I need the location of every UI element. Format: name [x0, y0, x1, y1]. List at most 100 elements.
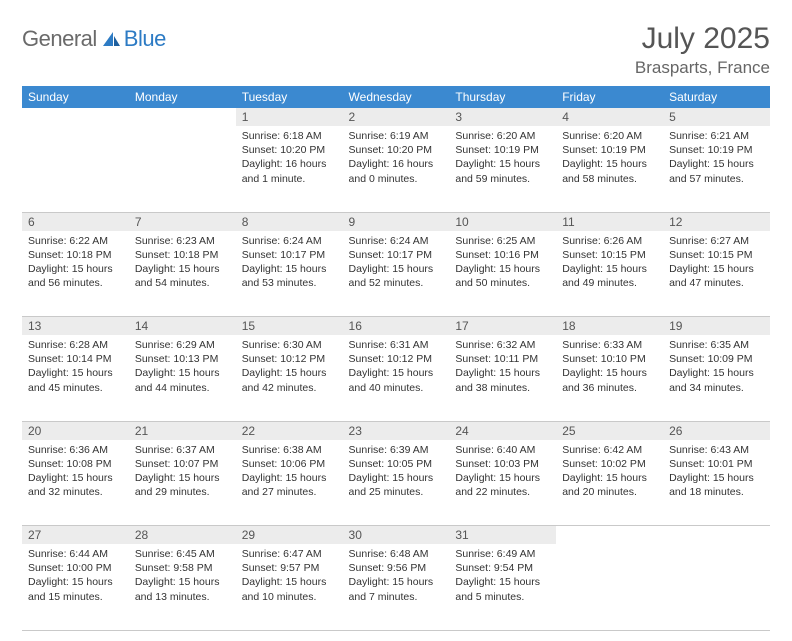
day-details: Sunrise: 6:24 AMSunset: 10:17 PMDaylight…: [236, 231, 343, 295]
day-daylight: Daylight: 15 hours and 59 minutes.: [455, 157, 550, 185]
day-daylight: Daylight: 15 hours and 52 minutes.: [349, 262, 444, 290]
day-details: Sunrise: 6:19 AMSunset: 10:20 PMDaylight…: [343, 126, 450, 190]
day-number-cell: 1: [236, 108, 343, 126]
day-daylight: Daylight: 15 hours and 42 minutes.: [242, 366, 337, 394]
day-sunset: Sunset: 9:56 PM: [349, 561, 444, 575]
day-number: 6: [22, 213, 129, 231]
day-details: Sunrise: 6:27 AMSunset: 10:15 PMDaylight…: [663, 231, 770, 295]
day-sunset: Sunset: 10:17 PM: [242, 248, 337, 262]
brand-logo: General Blue: [22, 26, 166, 52]
day-number-cell: 6: [22, 212, 129, 231]
day-sunrise: Sunrise: 6:48 AM: [349, 547, 444, 561]
day-number: 30: [343, 526, 450, 544]
day-sunset: Sunset: 9:58 PM: [135, 561, 230, 575]
day-sunrise: Sunrise: 6:49 AM: [455, 547, 550, 561]
day-body-cell: Sunrise: 6:27 AMSunset: 10:15 PMDaylight…: [663, 231, 770, 317]
day-sunrise: Sunrise: 6:22 AM: [28, 234, 123, 248]
day-sunset: Sunset: 10:01 PM: [669, 457, 764, 471]
day-body-cell: Sunrise: 6:45 AMSunset: 9:58 PMDaylight:…: [129, 544, 236, 630]
day-sunset: Sunset: 10:12 PM: [242, 352, 337, 366]
day-body-cell: [22, 126, 129, 212]
day-sunset: Sunset: 10:20 PM: [349, 143, 444, 157]
day-daylight: Daylight: 15 hours and 56 minutes.: [28, 262, 123, 290]
day-number: 25: [556, 422, 663, 440]
day-sunset: Sunset: 10:15 PM: [669, 248, 764, 262]
day-details: Sunrise: 6:20 AMSunset: 10:19 PMDaylight…: [556, 126, 663, 190]
day-daylight: Daylight: 15 hours and 7 minutes.: [349, 575, 444, 603]
day-body-cell: Sunrise: 6:43 AMSunset: 10:01 PMDaylight…: [663, 440, 770, 526]
day-sunset: Sunset: 10:18 PM: [28, 248, 123, 262]
day-sunset: Sunset: 10:10 PM: [562, 352, 657, 366]
day-number-cell: 12: [663, 212, 770, 231]
calendar-body: 12345Sunrise: 6:18 AMSunset: 10:20 PMDay…: [22, 108, 770, 630]
day-sunset: Sunset: 10:09 PM: [669, 352, 764, 366]
day-number-cell: [663, 526, 770, 545]
day-sunset: Sunset: 10:19 PM: [669, 143, 764, 157]
day-daylight: Daylight: 15 hours and 15 minutes.: [28, 575, 123, 603]
day-details: Sunrise: 6:21 AMSunset: 10:19 PMDaylight…: [663, 126, 770, 190]
day-daylight: Daylight: 15 hours and 10 minutes.: [242, 575, 337, 603]
day-number-cell: 25: [556, 421, 663, 440]
day-sunrise: Sunrise: 6:42 AM: [562, 443, 657, 457]
day-number: 26: [663, 422, 770, 440]
day-number: 17: [449, 317, 556, 335]
day-number-cell: 30: [343, 526, 450, 545]
day-header: Sunday: [22, 86, 129, 108]
day-sunset: Sunset: 10:05 PM: [349, 457, 444, 471]
day-sunrise: Sunrise: 6:21 AM: [669, 129, 764, 143]
day-number: 18: [556, 317, 663, 335]
day-body-cell: [663, 544, 770, 630]
day-sunset: Sunset: 10:02 PM: [562, 457, 657, 471]
day-daylight: Daylight: 16 hours and 1 minute.: [242, 157, 337, 185]
day-number: 4: [556, 108, 663, 126]
day-sunrise: Sunrise: 6:33 AM: [562, 338, 657, 352]
day-body-cell: Sunrise: 6:48 AMSunset: 9:56 PMDaylight:…: [343, 544, 450, 630]
day-number: 13: [22, 317, 129, 335]
day-body-cell: Sunrise: 6:49 AMSunset: 9:54 PMDaylight:…: [449, 544, 556, 630]
day-details: Sunrise: 6:37 AMSunset: 10:07 PMDaylight…: [129, 440, 236, 504]
day-number: 1: [236, 108, 343, 126]
day-daylight: Daylight: 15 hours and 22 minutes.: [455, 471, 550, 499]
day-sunset: Sunset: 10:19 PM: [455, 143, 550, 157]
day-number: 23: [343, 422, 450, 440]
day-number-cell: 19: [663, 317, 770, 336]
day-number-cell: 4: [556, 108, 663, 126]
day-number: 5: [663, 108, 770, 126]
day-sunset: Sunset: 10:11 PM: [455, 352, 550, 366]
day-details: Sunrise: 6:44 AMSunset: 10:00 PMDaylight…: [22, 544, 129, 608]
day-number: 3: [449, 108, 556, 126]
day-body-cell: Sunrise: 6:21 AMSunset: 10:19 PMDaylight…: [663, 126, 770, 212]
day-number-cell: 17: [449, 317, 556, 336]
day-number: 16: [343, 317, 450, 335]
day-body-cell: Sunrise: 6:42 AMSunset: 10:02 PMDaylight…: [556, 440, 663, 526]
week-daynum-row: 13141516171819: [22, 317, 770, 336]
day-number-cell: 7: [129, 212, 236, 231]
day-sunrise: Sunrise: 6:27 AM: [669, 234, 764, 248]
day-daylight: Daylight: 15 hours and 36 minutes.: [562, 366, 657, 394]
day-sunrise: Sunrise: 6:36 AM: [28, 443, 123, 457]
day-sunrise: Sunrise: 6:38 AM: [242, 443, 337, 457]
day-details: Sunrise: 6:20 AMSunset: 10:19 PMDaylight…: [449, 126, 556, 190]
day-number: 9: [343, 213, 450, 231]
day-number-cell: 27: [22, 526, 129, 545]
day-sunset: Sunset: 10:07 PM: [135, 457, 230, 471]
day-details: Sunrise: 6:23 AMSunset: 10:18 PMDaylight…: [129, 231, 236, 295]
day-sunrise: Sunrise: 6:24 AM: [242, 234, 337, 248]
day-number-cell: 21: [129, 421, 236, 440]
day-daylight: Daylight: 15 hours and 29 minutes.: [135, 471, 230, 499]
day-details: Sunrise: 6:47 AMSunset: 9:57 PMDaylight:…: [236, 544, 343, 608]
day-daylight: Daylight: 16 hours and 0 minutes.: [349, 157, 444, 185]
day-sunrise: Sunrise: 6:35 AM: [669, 338, 764, 352]
day-sunrise: Sunrise: 6:24 AM: [349, 234, 444, 248]
day-daylight: Daylight: 15 hours and 25 minutes.: [349, 471, 444, 499]
day-header: Monday: [129, 86, 236, 108]
day-number: 14: [129, 317, 236, 335]
day-number-cell: [556, 526, 663, 545]
day-number-cell: 9: [343, 212, 450, 231]
day-number-cell: 14: [129, 317, 236, 336]
day-details: Sunrise: 6:36 AMSunset: 10:08 PMDaylight…: [22, 440, 129, 504]
day-number-cell: 22: [236, 421, 343, 440]
day-header: Friday: [556, 86, 663, 108]
calendar-page: General Blue July 2025 Brasparts, France…: [0, 0, 792, 641]
day-sunset: Sunset: 10:17 PM: [349, 248, 444, 262]
